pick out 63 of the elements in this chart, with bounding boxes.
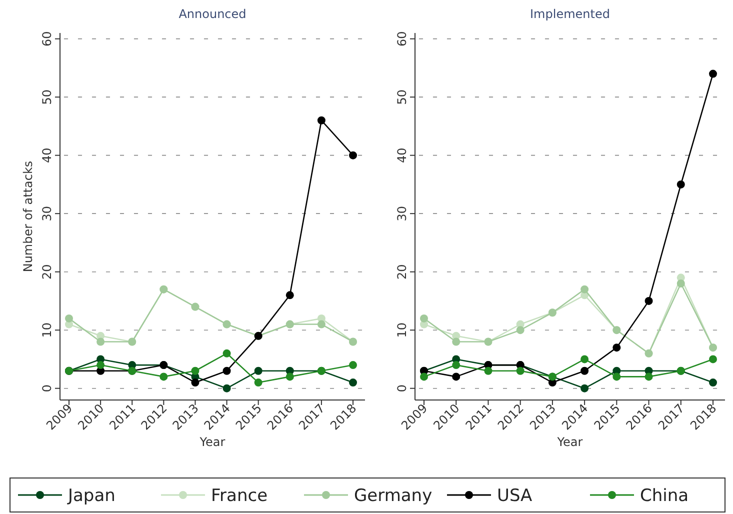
y-axis-title: Number of attacks [21,160,35,272]
point [160,372,168,381]
legend-label: USA [497,486,533,506]
point [644,372,653,381]
chart-title: Announced [178,7,246,21]
y-tick-label: 20 [395,264,409,280]
point [612,372,621,381]
y-tick-label: 0 [40,384,54,392]
y-tick-label: 40 [395,148,409,163]
point [580,384,589,392]
y-tick-label: 10 [395,322,409,338]
chart-title: Implemented [530,7,610,21]
x-axis-title: Year [556,435,583,449]
point [452,372,460,381]
point [452,338,460,346]
point [709,70,717,78]
y-tick-label: 20 [40,264,54,280]
point [580,285,589,294]
legend-label: France [211,486,268,506]
legend-label: China [640,486,689,506]
y-tick-label: 40 [40,148,54,163]
point [580,366,589,375]
y-tick-label: 50 [395,89,409,105]
x-axis-title: Year [198,435,226,449]
point [254,366,262,375]
point [317,320,326,328]
legend-label: Germany [354,486,432,506]
point [420,314,428,322]
y-tick-label: 30 [40,206,54,222]
point [349,378,357,387]
point [96,361,105,370]
y-tick-label: 60 [40,31,54,46]
point [222,384,231,392]
point [349,151,357,160]
point [676,279,685,288]
point [484,366,492,375]
point [676,180,685,188]
y-tick-label: 60 [395,31,409,46]
y-tick-label: 30 [395,206,409,222]
point [191,378,200,387]
point [452,361,460,370]
point [709,378,717,387]
point [317,116,326,124]
y-tick-label: 50 [40,89,54,105]
point [96,338,105,346]
point [420,372,428,381]
point [709,355,717,364]
point [222,349,231,358]
point [349,361,357,370]
y-tick-label: 0 [395,384,409,392]
point [222,366,231,375]
legend-label: Japan [67,486,116,506]
point [612,344,621,352]
point [191,366,200,375]
y-tick-label: 10 [40,322,54,338]
point [286,372,294,381]
point [644,296,653,305]
point [516,326,524,334]
point [65,314,73,322]
point [286,291,294,300]
point [254,378,262,387]
point [516,366,524,375]
point [580,355,589,364]
